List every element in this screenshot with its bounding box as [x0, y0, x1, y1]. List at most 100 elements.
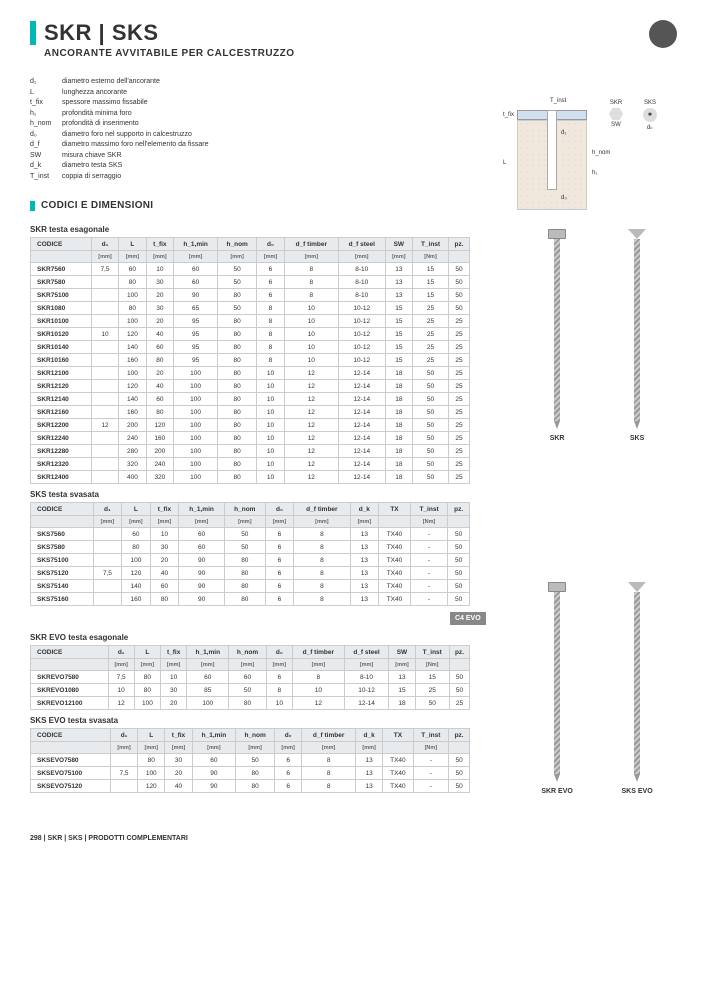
table-header: d_k — [350, 503, 379, 516]
table-row: SKR121201204010080101212-14185025 — [31, 380, 470, 393]
table-row: SKS7580803060506813TX40-50 — [31, 541, 470, 554]
table-row: SKR1016016080958081010-12152525 — [31, 354, 470, 367]
table-header: d_f timber — [292, 646, 344, 659]
img2-right-label: SKS EVO — [622, 788, 653, 795]
table-header: h_1,min — [187, 646, 229, 659]
table-row: SKS751001002090806813TX40-50 — [31, 554, 470, 567]
table-header: L — [134, 646, 160, 659]
table-row: SKREVO75807,580106060688-10131550 — [31, 671, 470, 684]
table-header: d_k — [356, 729, 383, 742]
table-header: T_inst — [413, 729, 449, 742]
img1-right-label: SKS — [630, 435, 644, 442]
table-header: h_nom — [236, 729, 275, 742]
table-header: d₀ — [265, 503, 294, 516]
def-description: lunghezza ancorante — [62, 88, 127, 99]
table-header: CODICE — [31, 503, 94, 516]
table-header: d₀ — [257, 238, 284, 251]
certification-seal — [649, 20, 677, 48]
table-row: SKR121601608010080101212-14185025 — [31, 406, 470, 419]
table-row: SKR1228028020010080101212-14185025 — [31, 445, 470, 458]
table-row: SKR758080306050688-10131550 — [31, 276, 470, 289]
page-subtitle: ANCORANTE AVVITABILE PER CALCESTRUZZO — [44, 48, 677, 59]
table-header: d₁ — [108, 646, 134, 659]
table-header: SW — [389, 646, 415, 659]
def-symbol: L — [30, 88, 62, 99]
table-header: pz. — [449, 729, 470, 742]
table-row: SKR1232032024010080101212-14185025 — [31, 458, 470, 471]
table-row: SKREVO12100121002010080101212-14185025 — [31, 697, 470, 710]
page-title: SKR | SKS — [44, 20, 159, 46]
table-header: d₁ — [93, 503, 122, 516]
table-header: L — [138, 729, 165, 742]
title-accent — [30, 21, 36, 45]
page-footer: 298 | SKR | SKS | PRODOTTI COMPLEMENTARI — [30, 835, 677, 842]
table-row: SKR122001220012010080101212-14185025 — [31, 419, 470, 432]
table1-title: SKR testa esagonale — [30, 225, 497, 234]
table-header: d₁ — [91, 238, 118, 251]
product-image-pair-2 — [517, 582, 677, 782]
img2-left-label: SKR EVO — [541, 788, 573, 795]
install-diagram: T_inst t_fix L d₁ d₀ h_nom h₁ — [467, 100, 667, 220]
table-header: h_nom — [224, 503, 265, 516]
table2-title: SKS testa svasata — [30, 490, 497, 499]
table-row: SKS751401406090806813TX40-50 — [31, 580, 470, 593]
table-header: L — [119, 238, 146, 251]
sks-evo-table: CODICEd₁Lt_fixh_1,minh_nomd₀d_f timberd_… — [30, 728, 470, 793]
table-header: L — [122, 503, 151, 516]
table-header: d_f timber — [284, 238, 338, 251]
table-header: CODICE — [31, 646, 109, 659]
table-header: h_nom — [229, 646, 266, 659]
table-header: CODICE — [31, 729, 111, 742]
def-symbol: d₀ — [30, 130, 62, 141]
table-header: h_1,min — [179, 503, 225, 516]
def-description: diametro testa SKS — [62, 161, 122, 172]
sks-evo-screw-image — [622, 582, 652, 782]
table-header: T_inst — [410, 503, 447, 516]
table-row: SKR1224024016010080101212-14185025 — [31, 432, 470, 445]
definition-row: Llunghezza ancorante — [30, 88, 677, 99]
def-description: spessore massimo fissabile — [62, 98, 148, 109]
skr-screw-image — [542, 229, 572, 429]
def-description: coppia di serraggio — [62, 172, 121, 183]
skr-hex-table: CODICEd₁Lt_fixh_1,minh_nomd₀d_f timberd_… — [30, 237, 470, 484]
table-header: TX — [379, 503, 411, 516]
def-symbol: t_fix — [30, 98, 62, 109]
table-row: SKSEVO7580803060506813TX40-50 — [31, 754, 470, 767]
img1-left-label: SKR — [550, 435, 565, 442]
def-symbol: d_k — [30, 161, 62, 172]
sks-csk-table: CODICEd₁Lt_fixh_1,minh_nomd₀d_f timberd_… — [30, 502, 470, 606]
table-header: d₁ — [110, 729, 137, 742]
table-header: h_1,min — [192, 729, 236, 742]
c4-evo-badge: C4 EVO — [450, 612, 486, 625]
table-header: pz. — [449, 238, 470, 251]
table-header: h_nom — [218, 238, 257, 251]
table-row: SKR75100100209080688-10131550 — [31, 289, 470, 302]
def-description: diametro massimo foro nell'elemento da f… — [62, 140, 208, 151]
table-row: SKS7560601060506813TX40-50 — [31, 528, 470, 541]
table-header: d_f steel — [338, 238, 385, 251]
table-row: SKREVO1080108030855081010-12152550 — [31, 684, 470, 697]
table-header: h_1,min — [174, 238, 218, 251]
table-header: T_inst — [415, 646, 449, 659]
skr-evo-table: CODICEd₁Lt_fixh_1,minh_nomd₀d_f timberd_… — [30, 645, 470, 710]
table4-title: SKS EVO testa svasata — [30, 716, 497, 725]
def-symbol: h₁ — [30, 109, 62, 120]
table-header: t_fix — [146, 238, 173, 251]
table-row: SKR121401406010080101212-14185025 — [31, 393, 470, 406]
table-header: d₀ — [266, 646, 292, 659]
def-symbol: T_inst — [30, 172, 62, 183]
table-header: T_inst — [413, 238, 449, 251]
table-header: d_f timber — [302, 729, 356, 742]
table-row: SKSEVO751007,51002090806813TX40-50 — [31, 767, 470, 780]
def-symbol: h_nom — [30, 119, 62, 130]
table-row: SKR1240040032010080101212-14185025 — [31, 471, 470, 484]
table-header: SW — [385, 238, 412, 251]
table-row: SKS751207,51204090806813TX40-50 — [31, 567, 470, 580]
table-header: pz. — [449, 646, 469, 659]
page-title-bar: SKR | SKS — [30, 20, 677, 46]
def-symbol: SW — [30, 151, 62, 162]
table-row: SKSEVO751201204090806813TX40-50 — [31, 780, 470, 793]
table-header: pz. — [448, 503, 470, 516]
table-header: t_fix — [165, 729, 192, 742]
def-description: profondità di inserimento — [62, 119, 139, 130]
